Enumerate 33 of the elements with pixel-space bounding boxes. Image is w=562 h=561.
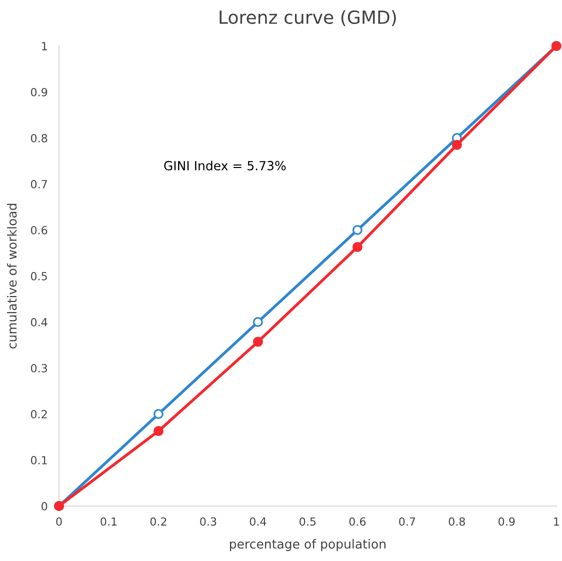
x-tick-label: 0.2 bbox=[150, 517, 166, 526]
point bbox=[352, 242, 362, 252]
x-tick-label: 0.8 bbox=[448, 517, 465, 526]
point bbox=[352, 225, 362, 236]
y-tick-label: 0.3 bbox=[30, 364, 48, 372]
x-tick-label: 0 bbox=[56, 517, 62, 526]
y-tick-label: 1 bbox=[42, 42, 47, 50]
y-tick-label: 0.9 bbox=[30, 88, 48, 96]
y-tick-label: 0.8 bbox=[30, 134, 48, 142]
x-tick-label: 0.6 bbox=[349, 517, 366, 526]
point bbox=[153, 426, 164, 436]
point bbox=[252, 317, 263, 328]
y-tick-label: 0 bbox=[42, 502, 48, 510]
x-tick-label: 0.9 bbox=[498, 517, 515, 526]
point bbox=[452, 140, 462, 150]
x-tick-label: 1 bbox=[554, 517, 559, 526]
y-tick-label: 0.4 bbox=[30, 318, 48, 326]
point bbox=[252, 336, 263, 347]
y-tick-label: 0.6 bbox=[30, 226, 48, 234]
x-tick-label: 0.5 bbox=[300, 517, 316, 526]
annotation: GINI Index = 5.73% bbox=[164, 160, 286, 170]
y-axis-title: cumulative of workload bbox=[7, 204, 17, 349]
y-tick-label: 0.7 bbox=[30, 180, 47, 188]
y-tick-label: 0.2 bbox=[30, 410, 47, 418]
chart-title: Lorenz curve (GMD) bbox=[220, 10, 396, 26]
y-tick-label: 0.1 bbox=[30, 456, 47, 464]
x-axis-title: percentage of population bbox=[230, 539, 386, 552]
x-tick-label: 0.4 bbox=[250, 517, 266, 526]
x-tick-label: 0.1 bbox=[100, 517, 117, 526]
x-tick-label: 0.3 bbox=[200, 517, 216, 526]
y-tick-label: 0.5 bbox=[30, 272, 47, 280]
x-tick-label: 0.7 bbox=[399, 517, 416, 526]
point bbox=[153, 409, 164, 420]
